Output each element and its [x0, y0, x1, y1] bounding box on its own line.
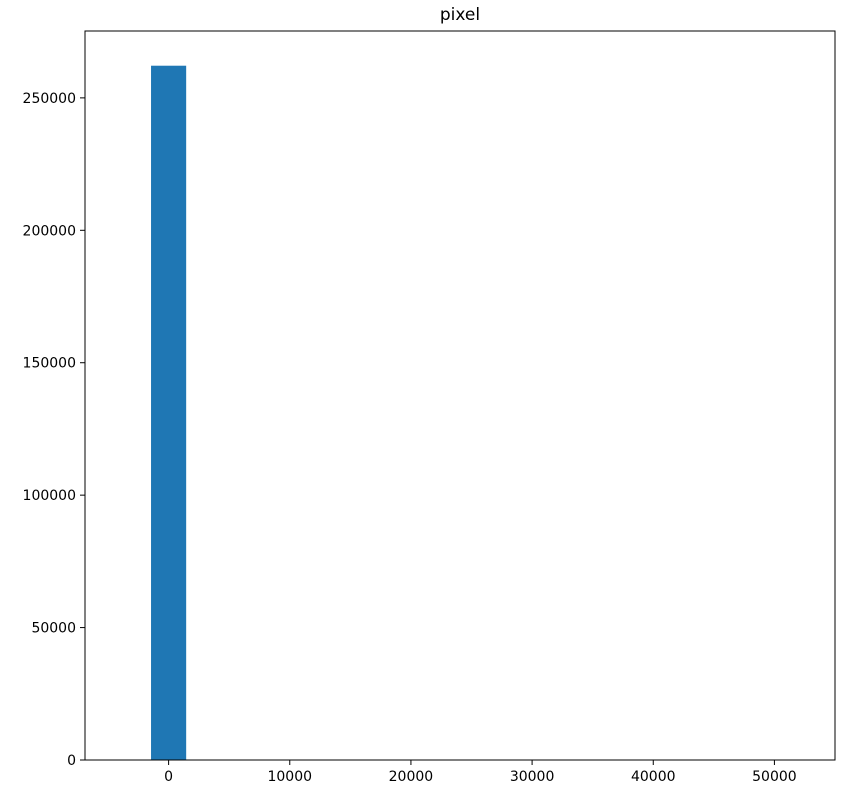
plot-frame	[84, 30, 836, 761]
y-tick-label: 100000	[23, 488, 76, 504]
x-tick-label: 50000	[752, 769, 797, 785]
histogram-bar	[151, 65, 187, 760]
x-tick-label: 10000	[267, 769, 312, 785]
chart-title: pixel	[440, 5, 480, 25]
x-tick-label: 0	[164, 769, 173, 785]
x-tick-label: 20000	[389, 769, 434, 785]
y-tick-label: 200000	[23, 223, 76, 239]
y-tick-label: 0	[67, 753, 76, 769]
x-tick-label: 30000	[510, 769, 555, 785]
x-tick-label: 40000	[631, 769, 676, 785]
y-tick-label: 150000	[23, 356, 76, 372]
y-tick-label: 250000	[23, 91, 76, 107]
y-tick-label: 50000	[31, 621, 76, 637]
